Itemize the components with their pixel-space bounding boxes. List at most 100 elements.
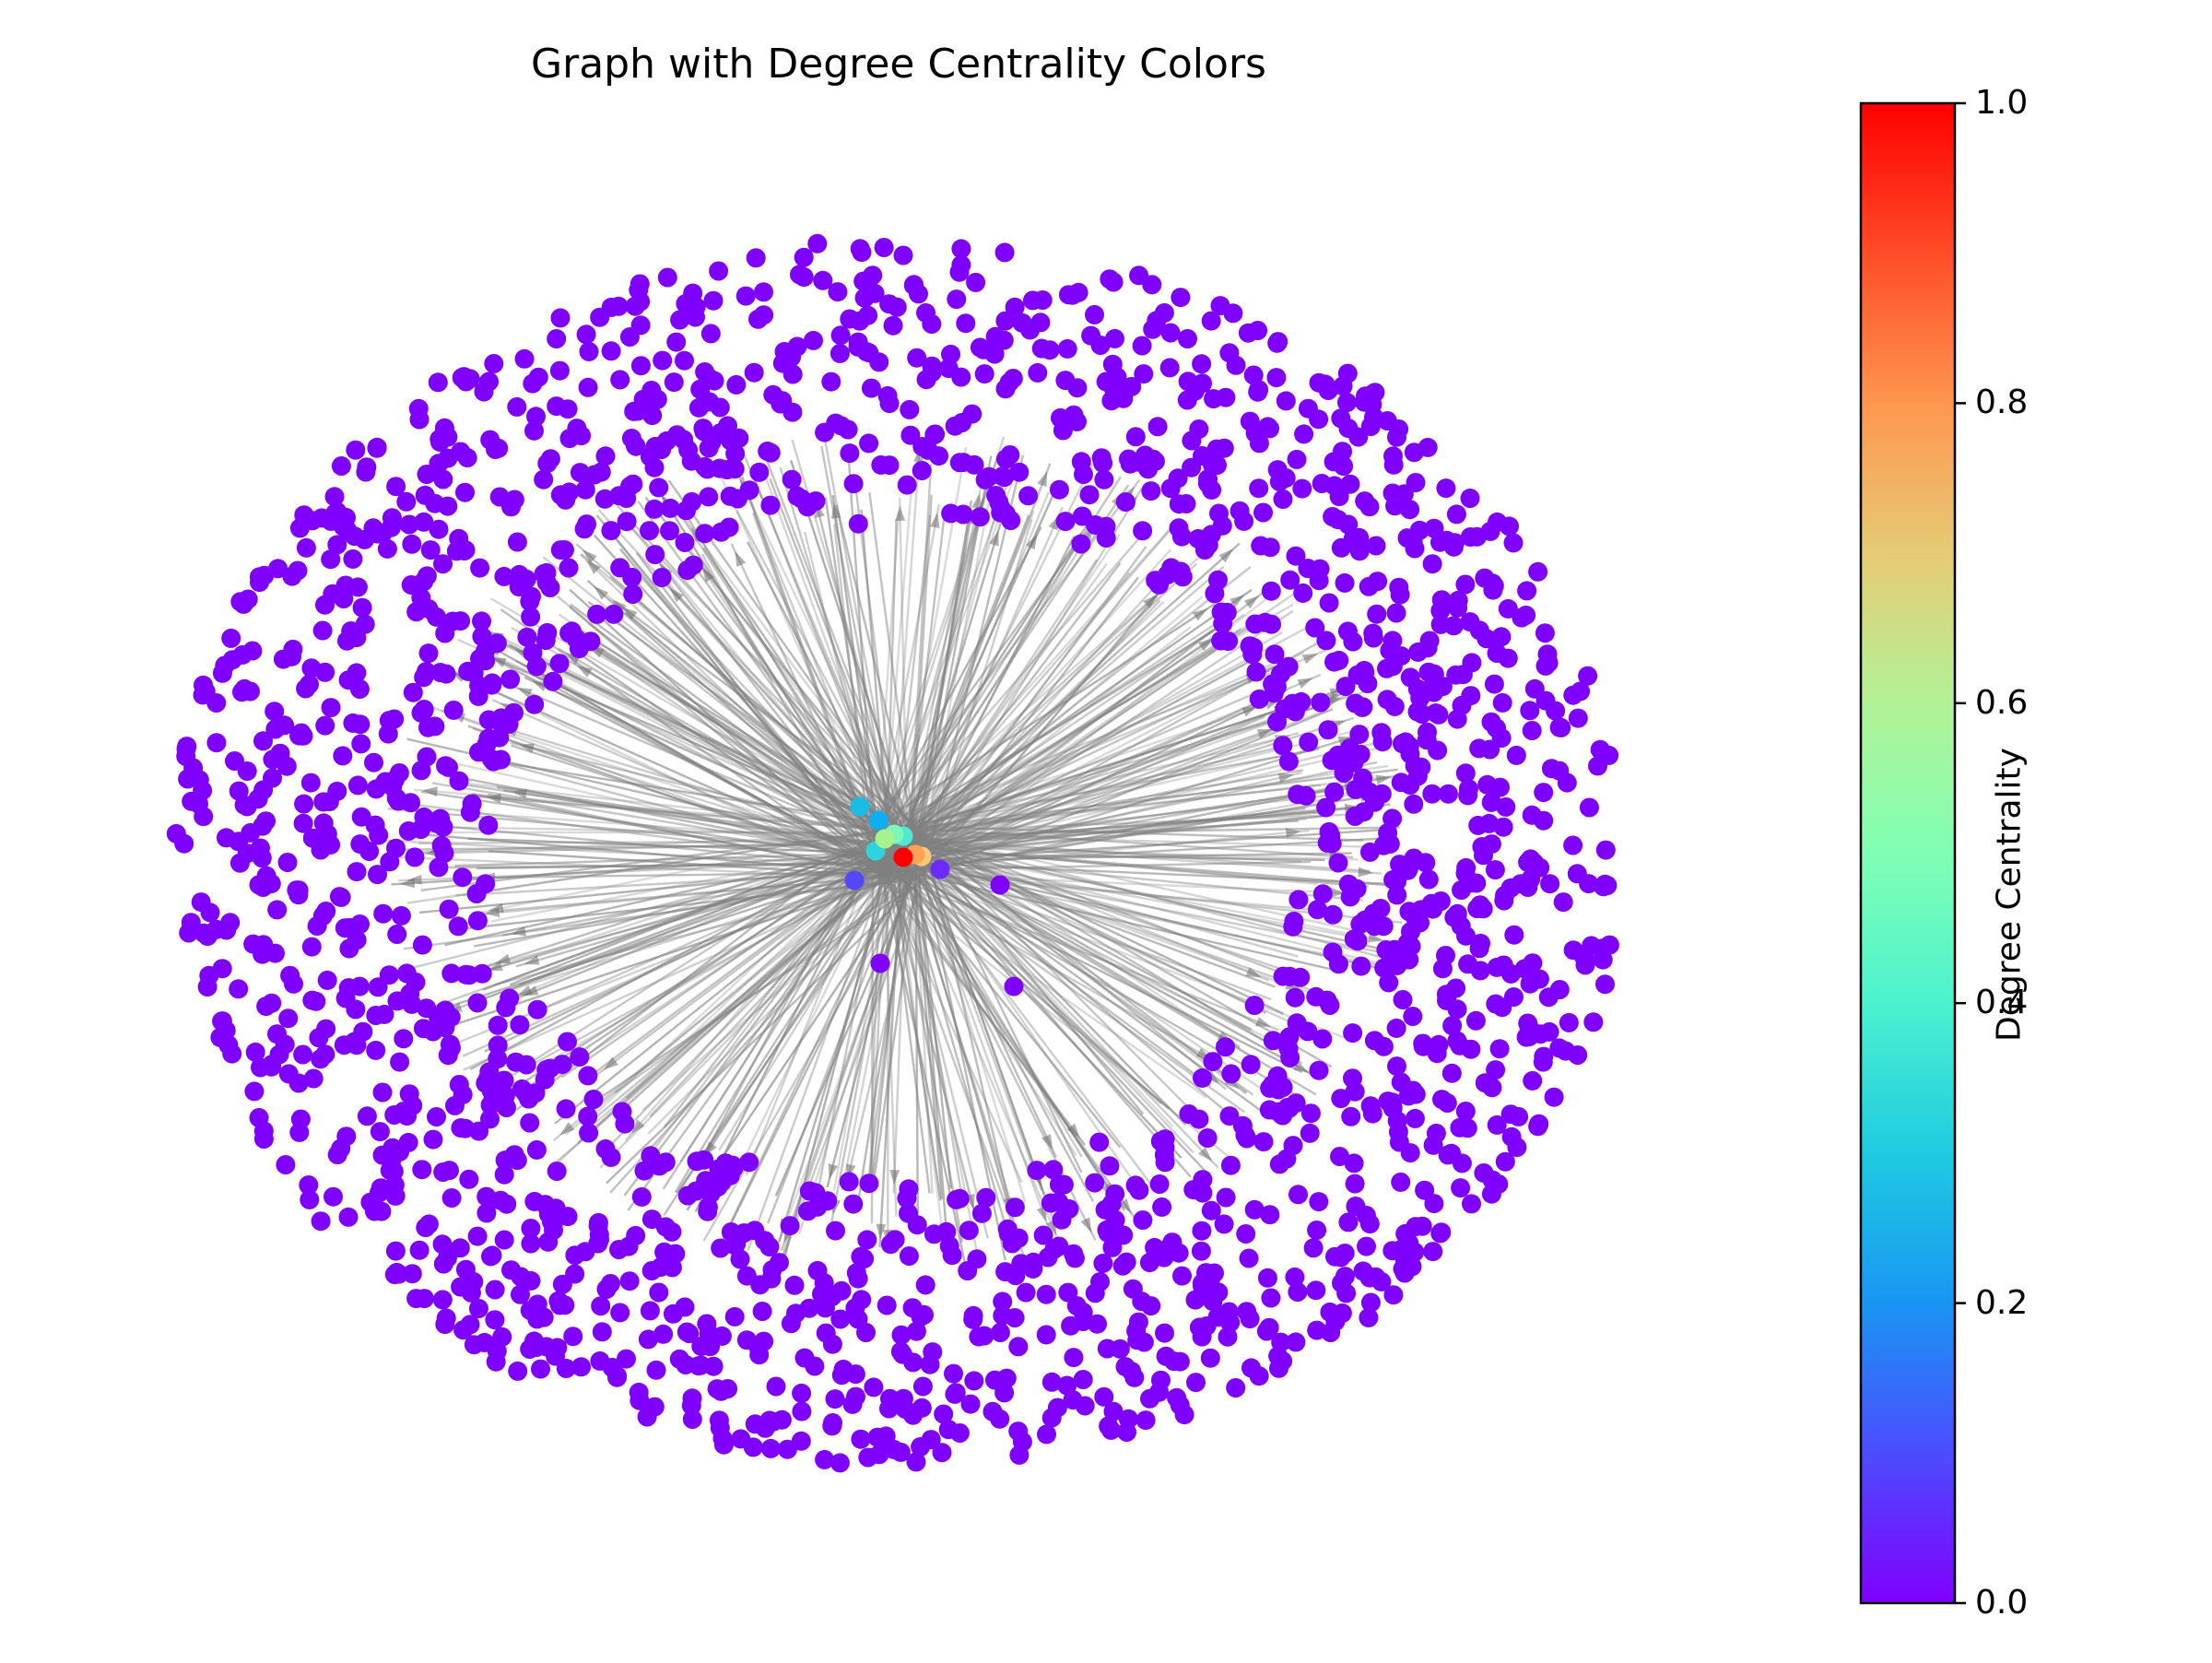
peripheral-node bbox=[341, 621, 360, 641]
peripheral-node bbox=[386, 477, 406, 496]
peripheral-node bbox=[875, 238, 894, 257]
peripheral-node bbox=[1037, 1325, 1056, 1344]
peripheral-node bbox=[1152, 1197, 1171, 1217]
peripheral-node bbox=[1261, 1289, 1280, 1308]
peripheral-node bbox=[190, 770, 209, 789]
peripheral-node bbox=[976, 1188, 995, 1208]
peripheral-node bbox=[1343, 632, 1362, 652]
peripheral-node bbox=[1216, 1037, 1235, 1056]
peripheral-node bbox=[469, 1122, 488, 1141]
peripheral-node bbox=[1058, 1283, 1077, 1303]
peripheral-node bbox=[465, 1335, 484, 1354]
peripheral-node bbox=[346, 999, 365, 1019]
peripheral-node bbox=[687, 297, 706, 316]
peripheral-node bbox=[451, 611, 470, 631]
peripheral-node bbox=[441, 1038, 461, 1057]
peripheral-node bbox=[678, 1186, 698, 1206]
peripheral-node bbox=[818, 1191, 837, 1210]
peripheral-node bbox=[1449, 591, 1468, 610]
peripheral-node bbox=[547, 329, 566, 348]
peripheral-node bbox=[632, 1187, 652, 1207]
peripheral-node bbox=[469, 742, 488, 761]
peripheral-node bbox=[366, 816, 385, 835]
peripheral-node bbox=[649, 1283, 668, 1303]
peripheral-node bbox=[859, 433, 878, 453]
peripheral-node bbox=[1105, 329, 1124, 348]
peripheral-node bbox=[243, 935, 263, 954]
peripheral-node bbox=[912, 1398, 932, 1418]
peripheral-node bbox=[189, 795, 208, 814]
peripheral-node bbox=[753, 1302, 772, 1321]
peripheral-node bbox=[1100, 1156, 1119, 1175]
peripheral-node bbox=[1211, 296, 1230, 315]
peripheral-node bbox=[1156, 1138, 1175, 1157]
peripheral-node bbox=[1008, 1337, 1028, 1356]
peripheral-node bbox=[1217, 1188, 1236, 1208]
peripheral-node bbox=[1260, 1318, 1279, 1338]
peripheral-node bbox=[356, 463, 375, 482]
peripheral-node bbox=[1559, 1013, 1579, 1032]
edge-arrowhead bbox=[1297, 678, 1312, 689]
peripheral-node bbox=[921, 1355, 940, 1374]
peripheral-node bbox=[832, 1365, 852, 1385]
peripheral-node bbox=[441, 963, 461, 983]
peripheral-node bbox=[813, 271, 832, 290]
peripheral-node bbox=[1056, 512, 1076, 531]
peripheral-node bbox=[429, 454, 449, 473]
peripheral-node bbox=[939, 1420, 959, 1439]
peripheral-node bbox=[232, 682, 252, 702]
peripheral-node bbox=[335, 918, 355, 938]
peripheral-node bbox=[429, 1008, 448, 1027]
peripheral-node bbox=[645, 500, 665, 519]
peripheral-node bbox=[782, 470, 802, 489]
peripheral-node bbox=[421, 540, 441, 560]
peripheral-node bbox=[1155, 1324, 1174, 1343]
peripheral-node bbox=[580, 342, 599, 361]
peripheral-node bbox=[956, 313, 975, 333]
peripheral-node bbox=[698, 1202, 717, 1221]
peripheral-node bbox=[559, 1207, 578, 1226]
peripheral-node bbox=[1205, 584, 1224, 603]
peripheral-node bbox=[1389, 1122, 1408, 1141]
peripheral-node bbox=[1568, 864, 1587, 883]
peripheral-node bbox=[1221, 1064, 1241, 1083]
peripheral-node bbox=[1428, 741, 1447, 761]
peripheral-node bbox=[1280, 967, 1300, 986]
peripheral-node bbox=[736, 287, 756, 306]
peripheral-node bbox=[449, 916, 468, 936]
peripheral-node bbox=[710, 1410, 729, 1430]
peripheral-node bbox=[1221, 1156, 1241, 1175]
peripheral-node bbox=[455, 483, 475, 502]
peripheral-node bbox=[222, 1044, 241, 1064]
peripheral-node bbox=[1144, 450, 1163, 469]
peripheral-node bbox=[1146, 571, 1165, 590]
peripheral-node bbox=[1545, 1088, 1564, 1107]
peripheral-node bbox=[1474, 899, 1493, 918]
peripheral-node bbox=[1346, 1174, 1365, 1194]
peripheral-node bbox=[512, 1079, 532, 1099]
peripheral-node bbox=[411, 588, 430, 607]
peripheral-node bbox=[450, 1075, 469, 1094]
peripheral-node bbox=[712, 1382, 731, 1401]
colorbar-gradient bbox=[1861, 103, 1955, 1603]
peripheral-node bbox=[1467, 527, 1487, 547]
peripheral-node bbox=[1300, 1124, 1320, 1143]
peripheral-node bbox=[414, 702, 433, 721]
peripheral-node bbox=[1456, 858, 1476, 878]
peripheral-node bbox=[445, 1096, 465, 1115]
peripheral-node bbox=[1293, 584, 1312, 603]
peripheral-node bbox=[230, 854, 250, 873]
peripheral-node bbox=[785, 1276, 805, 1295]
peripheral-node bbox=[540, 1059, 559, 1079]
peripheral-node bbox=[1427, 1124, 1446, 1143]
peripheral-node bbox=[1245, 615, 1265, 634]
edge-arrowhead bbox=[889, 1170, 900, 1185]
peripheral-node bbox=[353, 598, 372, 618]
peripheral-node bbox=[429, 857, 448, 877]
peripheral-node bbox=[355, 530, 374, 549]
peripheral-node bbox=[404, 683, 423, 702]
peripheral-node bbox=[628, 402, 647, 421]
peripheral-node bbox=[1119, 450, 1138, 469]
peripheral-node bbox=[1133, 521, 1152, 540]
peripheral-node bbox=[534, 470, 553, 489]
